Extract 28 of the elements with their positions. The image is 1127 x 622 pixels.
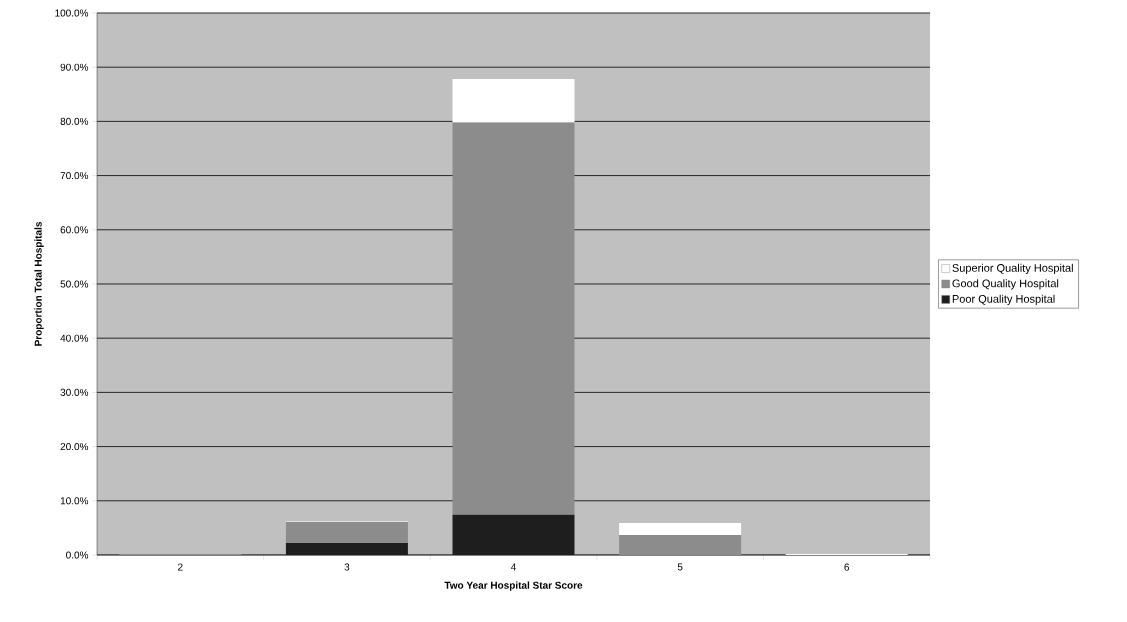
x-tick-label: 5 — [677, 563, 683, 571]
y-tick-label: 80.0% — [60, 117, 89, 125]
y-tick-label: 40.0% — [60, 334, 89, 342]
bar — [285, 521, 408, 544]
bar — [285, 543, 408, 555]
bar — [619, 534, 742, 555]
bar — [452, 79, 575, 123]
bar — [452, 122, 575, 515]
y-tick-label: 60.0% — [60, 226, 89, 234]
x-tick-label: 3 — [344, 563, 350, 571]
y-tick-label: 20.0% — [60, 443, 89, 451]
y-tick-label: 30.0% — [60, 388, 89, 396]
y-axis-title: Proportion Total Hospitals — [34, 221, 44, 346]
legend-label: Superior Quality Hospital — [952, 263, 1073, 275]
x-tick-label: 6 — [844, 563, 850, 571]
y-tick-label: 0.0% — [66, 551, 89, 559]
bar — [619, 523, 742, 535]
y-tick-label: 10.0% — [60, 497, 89, 505]
legend-label: Poor Quality Hospital — [952, 294, 1055, 305]
legend-label: Good Quality Hospital — [952, 279, 1059, 290]
y-tick-label: 90.0% — [60, 63, 89, 71]
y-tick-label: 100.0% — [55, 9, 89, 17]
y-tick-label: 70.0% — [60, 172, 89, 180]
bar — [452, 514, 575, 555]
x-tick-label: 2 — [178, 563, 183, 571]
y-tick-label: 50.0% — [60, 280, 89, 288]
x-axis-title: Two Year Hospital Star Score — [444, 581, 583, 591]
x-tick-label: 4 — [510, 563, 516, 571]
